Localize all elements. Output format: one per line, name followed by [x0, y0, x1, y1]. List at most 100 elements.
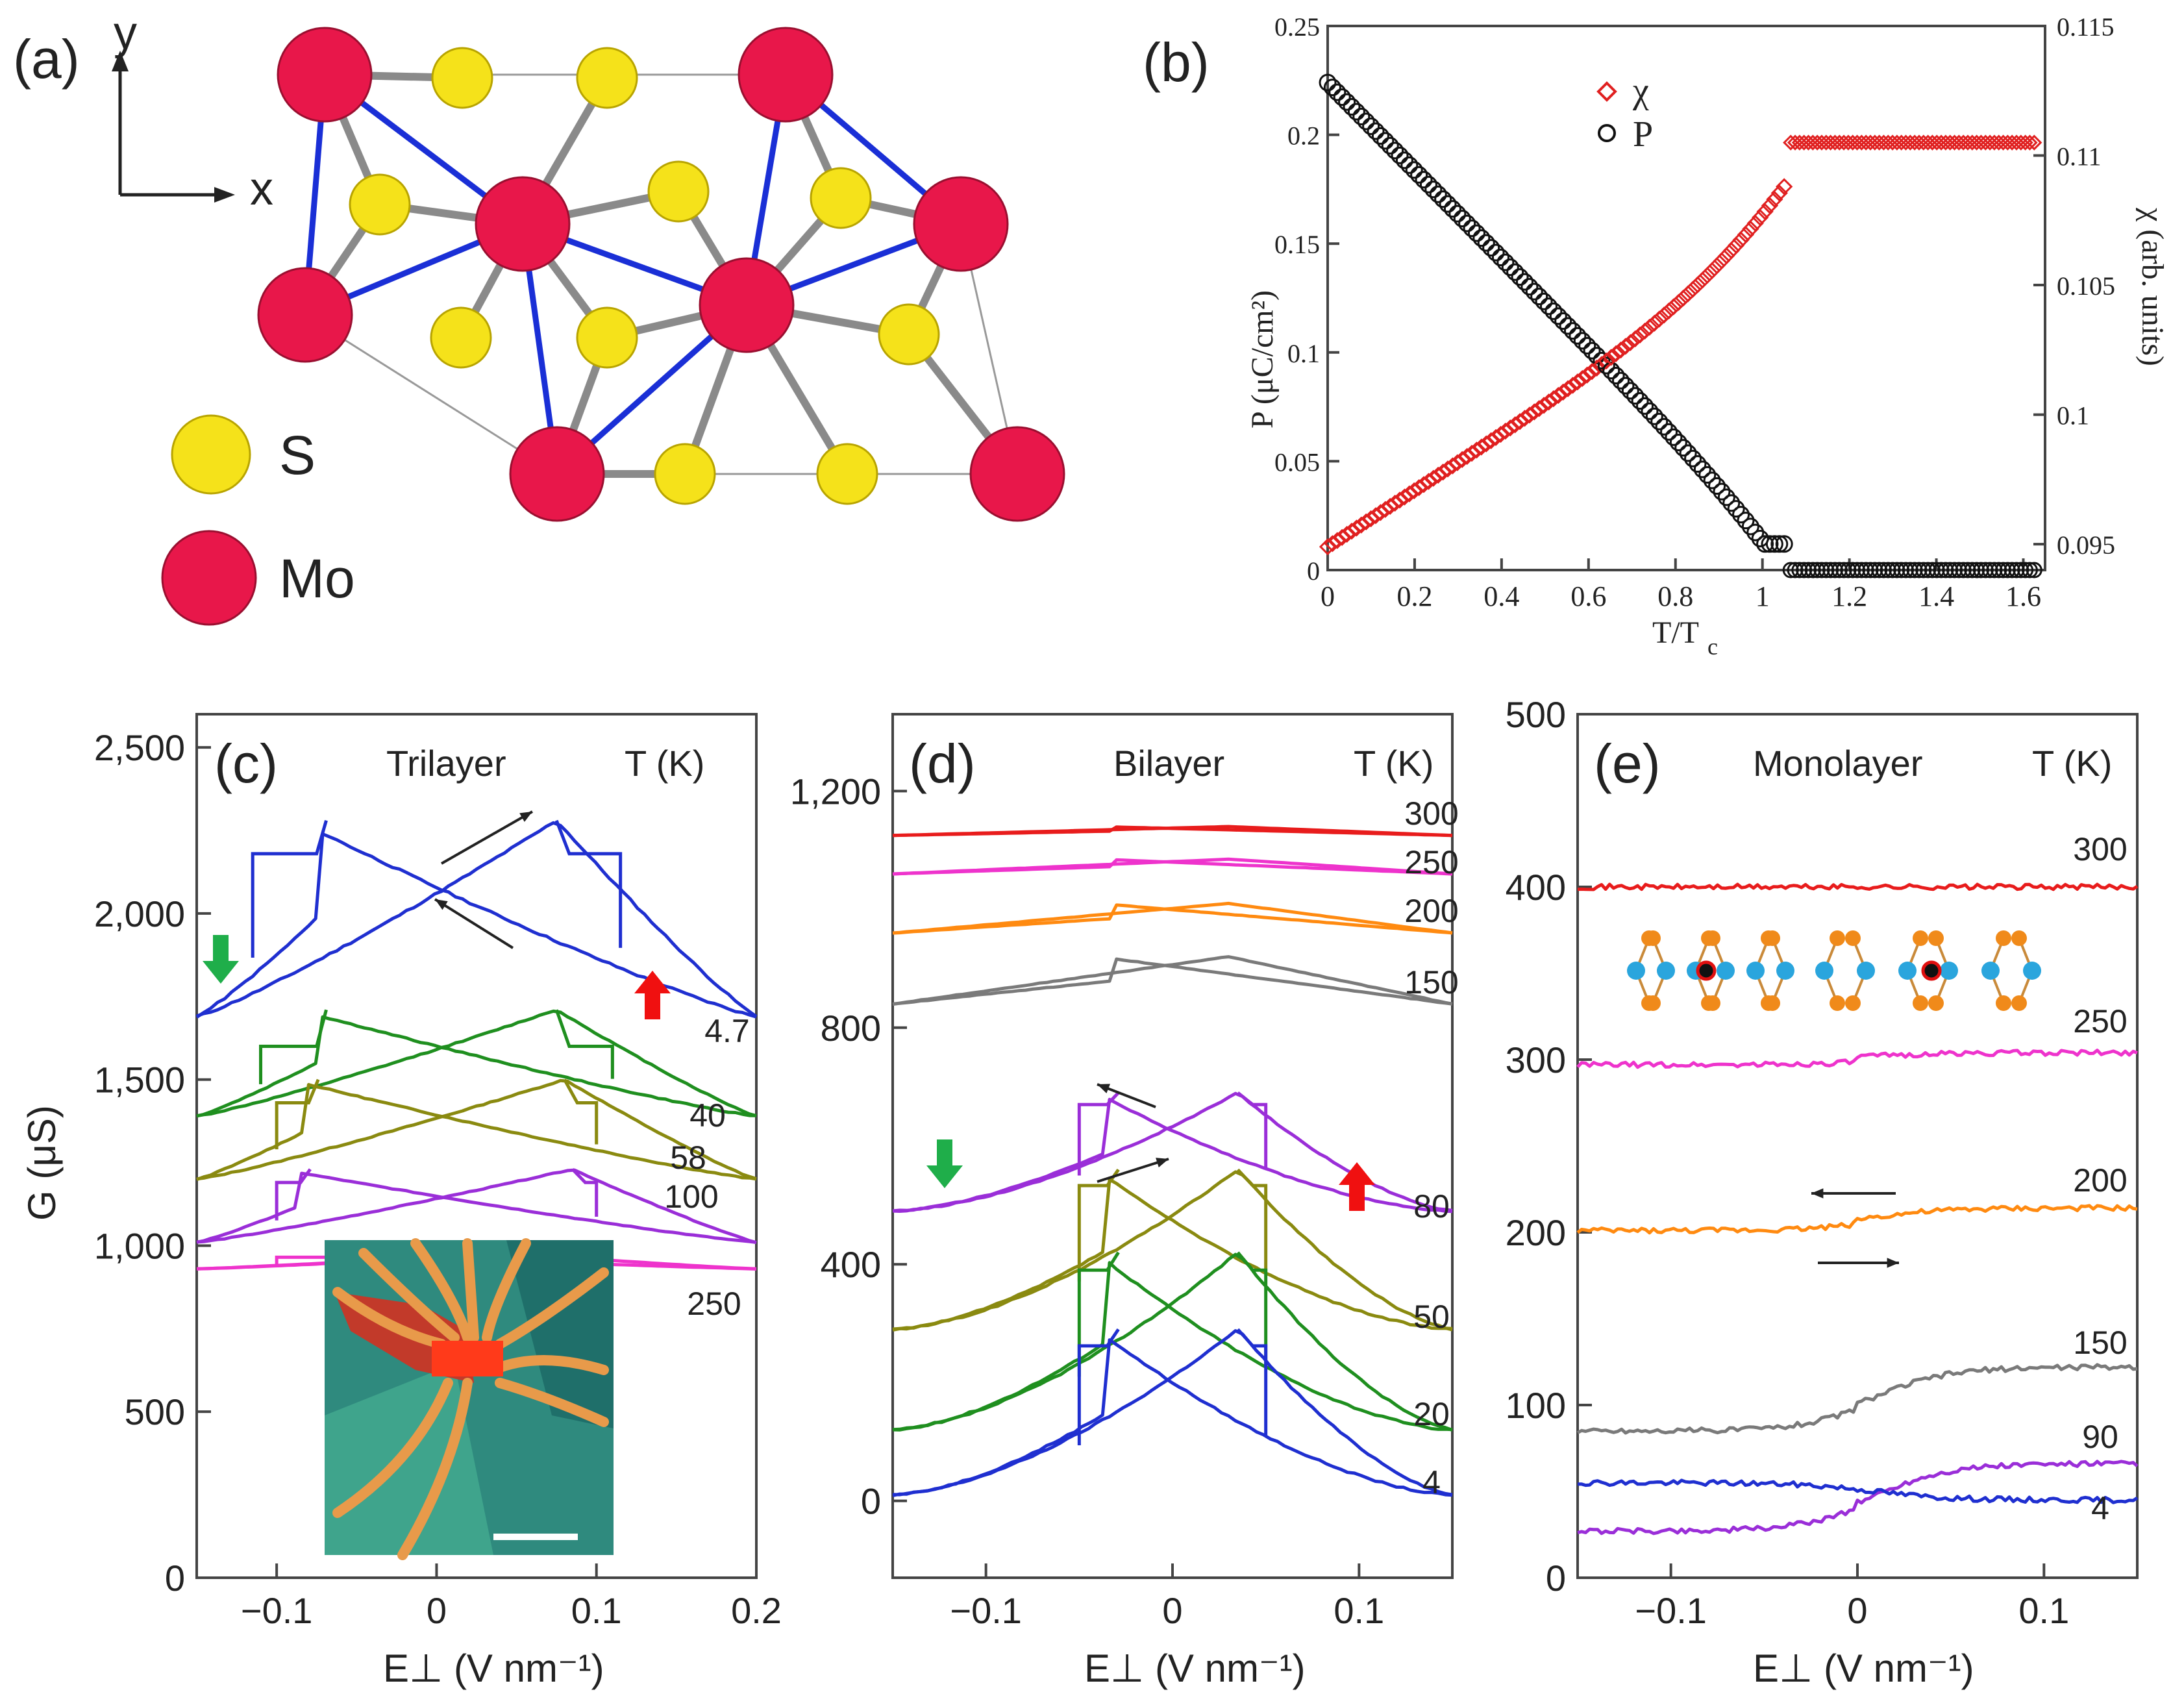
arrow-up-red — [1339, 1162, 1375, 1211]
p-point — [1722, 494, 1741, 512]
p-point — [1357, 112, 1375, 131]
sweep-arrow-backward-head — [1097, 1084, 1110, 1093]
y-tick-label: 0 — [1307, 556, 1320, 586]
panel-d-ticks: −0.1 0 0.1 0 400 800 1,200 — [790, 771, 1384, 1631]
p-point — [1429, 185, 1447, 203]
y2-tick-label: 0.095 — [2057, 530, 2115, 560]
metal-atom — [1940, 962, 1958, 980]
chi-point — [1924, 134, 1941, 151]
p-point — [1991, 562, 2007, 579]
p-point — [1501, 258, 1519, 277]
o-atom — [1645, 930, 1661, 946]
sweep-arrow-forward-head — [1887, 1258, 1899, 1268]
p-point — [1889, 562, 1905, 579]
curve-4-step-back — [1077, 1328, 1120, 1445]
curve-80-forward — [892, 1091, 1453, 1213]
chi-point — [1915, 134, 1931, 151]
chi-point — [1831, 134, 1848, 151]
p-point — [1439, 195, 1457, 213]
chi-point — [1578, 366, 1596, 384]
p-point — [1871, 562, 1888, 579]
p-point — [1791, 562, 1808, 579]
x-tick-label: 0 — [1162, 1590, 1182, 1631]
p-point — [1977, 562, 1994, 579]
chi-point — [1520, 406, 1539, 424]
curve-20-forward — [892, 1252, 1453, 1432]
p-point — [1434, 190, 1452, 208]
p-point — [1796, 562, 1813, 579]
chi-point — [1348, 519, 1365, 537]
chi-point — [1898, 134, 1914, 151]
p-point — [1573, 332, 1591, 350]
p-point — [1477, 234, 1495, 252]
p-point — [1995, 562, 2012, 579]
chi-point — [1352, 516, 1370, 534]
p-point — [1920, 562, 1937, 579]
p-point — [1746, 523, 1765, 541]
temp-label-100: 100 — [664, 1178, 718, 1215]
legend-chi-label: χ — [1632, 71, 1649, 111]
chi-point — [1569, 373, 1587, 391]
panel-d-frame — [891, 713, 1454, 1579]
thin-bond — [304, 314, 558, 475]
chi-point — [1631, 326, 1649, 344]
chi-point — [1737, 226, 1755, 243]
y-tick-label: 2,000 — [94, 893, 185, 934]
p-point — [2008, 562, 2025, 579]
o-atom — [1765, 930, 1780, 946]
p-point — [1602, 362, 1620, 380]
panel-e-label: (e) — [1594, 733, 1661, 794]
p-point — [1496, 253, 1515, 271]
panel-c-label: (c) — [214, 733, 278, 794]
chi-point — [1959, 134, 1976, 151]
mo-atom — [509, 426, 605, 522]
x-tick-label: 0.1 — [571, 1590, 622, 1631]
s-atom — [576, 306, 638, 369]
panel-d-label: (d) — [909, 733, 976, 794]
panel-e: (e) Monolayer T (K) E⊥ (V nm⁻¹) −0.1 0 0.1… — [1506, 694, 2139, 1690]
panel-c-temp-header: T (K) — [625, 743, 704, 784]
p-point — [1515, 273, 1533, 291]
chi-point — [1766, 190, 1783, 208]
p-point — [1554, 312, 1572, 330]
curve-50-backward — [892, 1178, 1453, 1332]
sweep-arrow-backward — [434, 898, 514, 949]
curve-4.7-step — [554, 819, 623, 948]
x-tick-label: 1.6 — [2005, 580, 2041, 612]
p-point — [1491, 249, 1509, 267]
metal-atom — [1981, 962, 2000, 980]
chi-point — [1722, 242, 1740, 260]
sweep-arrow-forward — [441, 810, 533, 865]
chi-point — [1400, 485, 1418, 503]
temp-label-80: 80 — [1413, 1188, 1450, 1225]
chi-point — [1559, 380, 1577, 397]
p-point — [1972, 562, 1989, 579]
panel-d-title: Bilayer — [1113, 743, 1224, 784]
p-point — [1415, 171, 1433, 189]
x-tick-label: 0.1 — [1334, 1590, 1384, 1631]
p-point — [1511, 268, 1529, 286]
p-point — [1367, 122, 1385, 140]
p-point — [1813, 562, 1830, 579]
chi-point — [1698, 267, 1716, 284]
dopant-atom — [1921, 960, 1942, 981]
s-atom — [654, 443, 716, 505]
p-point — [1650, 412, 1669, 430]
p-point — [1950, 562, 1967, 579]
curve-58-forward — [196, 1078, 757, 1181]
p-point — [1875, 562, 1892, 579]
panel-d-temp-header: T (K) — [1354, 743, 1433, 784]
p-point — [1880, 562, 1896, 579]
p-point — [1849, 562, 1866, 579]
p-point — [1737, 512, 1755, 530]
chi-point — [1813, 134, 1830, 151]
chi-point — [1622, 334, 1639, 351]
p-point — [2017, 562, 2034, 579]
chi-point — [1862, 134, 1879, 151]
y-tick-label: 1,200 — [790, 771, 881, 812]
p-point — [1684, 449, 1702, 467]
chi-point — [2026, 134, 2042, 151]
o-atom — [1996, 930, 2011, 946]
s-atom — [576, 47, 638, 109]
